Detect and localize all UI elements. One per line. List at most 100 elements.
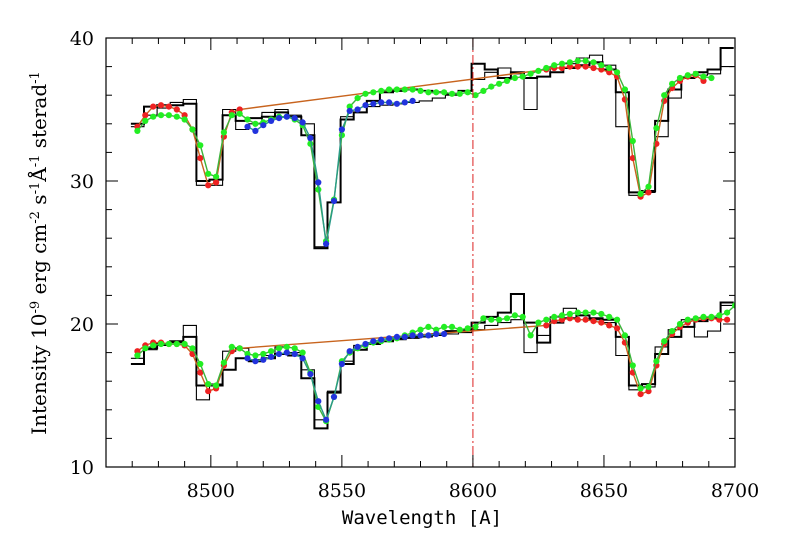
lower-blue-point (378, 336, 385, 343)
upper-green-point (354, 95, 361, 102)
lower-blue-point (425, 332, 432, 339)
upper-green-point (700, 73, 707, 80)
upper-green-point (456, 90, 463, 97)
upper-blue-point (409, 97, 416, 104)
upper-green-point (535, 67, 542, 74)
upper-green-point (441, 89, 448, 96)
lower-blue-point (299, 355, 306, 362)
upper-green-point (378, 87, 385, 94)
lower-green-point (205, 381, 212, 388)
lower-blue-point (441, 330, 448, 338)
lower-blue-point (268, 353, 275, 360)
lower-green-point (676, 320, 684, 328)
y-axis-title: Intensity 10-9 erg cm-2 s-1Å-1 sterad-1 (26, 71, 51, 435)
y-title-superscript: -2 (28, 211, 43, 224)
upper-red-point (574, 63, 581, 70)
lower-green-point (629, 362, 636, 369)
upper-green-point (393, 86, 400, 93)
lower-blue-point (346, 348, 353, 355)
lower-green-point (244, 350, 251, 358)
upper-red-point (582, 63, 589, 70)
lower-blue-point (291, 350, 298, 358)
lower-green-point (724, 309, 731, 316)
upper-blue-point (323, 240, 330, 247)
upper-blue-point (330, 197, 338, 205)
lower-green-point (488, 316, 495, 323)
upper-green-point (527, 70, 534, 77)
lower-blue-point (433, 330, 440, 338)
upper-red-point (598, 66, 605, 73)
lower-red-point (543, 322, 550, 329)
upper-green-point (197, 142, 204, 149)
lower-green-point (472, 323, 479, 330)
upper-green-point (189, 126, 196, 133)
upper-green-point (472, 92, 479, 99)
lower-green-point (260, 350, 267, 358)
lower-green-point (464, 325, 471, 332)
lower-green-point (142, 345, 149, 352)
upper-green-point (621, 86, 629, 93)
upper-red-point (590, 64, 597, 72)
x-tick-label: 8500 (187, 480, 235, 502)
upper-green-point (645, 183, 652, 190)
lower-red-point (606, 322, 613, 329)
lower-green-point (551, 313, 558, 320)
upper-green-point (503, 77, 511, 84)
lower-green-point (197, 360, 204, 368)
lower-green-point (645, 383, 652, 390)
lower-green-point (181, 340, 188, 348)
upper-green-point (134, 127, 141, 134)
lower-blue-point (323, 416, 330, 423)
upper-green-point (228, 112, 235, 119)
lower-blue-point (307, 371, 314, 378)
upper-step-thin (130, 54, 734, 248)
upper-green-point (433, 89, 440, 96)
upper-green-point (676, 74, 684, 82)
lower-green-point (425, 323, 432, 330)
lower-green-point (621, 332, 629, 339)
lower-green-point (543, 316, 550, 323)
lower-green-point (496, 316, 503, 323)
upper-blue-point (346, 107, 353, 114)
upper-red-point (205, 182, 212, 189)
lower-green-point (574, 309, 581, 316)
lower-step-thin (130, 304, 734, 421)
lower-blue-point (409, 332, 416, 339)
lower-green-point (535, 319, 542, 326)
upper-green-point (213, 173, 220, 180)
lower-green-point (228, 343, 235, 350)
upper-green-point (220, 129, 227, 136)
lower-green-point (134, 352, 141, 359)
upper-green-point (488, 83, 495, 90)
upper-green-point (409, 86, 416, 93)
upper-green-point (629, 137, 636, 145)
upper-blue-line (247, 100, 413, 245)
y-tick-label: 10 (70, 457, 94, 479)
upper-green-point (606, 64, 613, 72)
y-title-superscript: -1 (28, 71, 43, 84)
y-tick-label: 30 (70, 171, 94, 193)
lower-green-point (299, 349, 306, 356)
upper-blue-point (378, 99, 385, 106)
upper-green-point (205, 170, 212, 177)
upper-red-point (629, 155, 636, 162)
upper-green-point (464, 89, 471, 96)
lower-green-point (220, 359, 227, 366)
upper-green-point (252, 120, 259, 127)
y-title-part: erg cm (27, 224, 51, 301)
lower-blue-point (315, 398, 322, 405)
y-title-part: Å (26, 167, 51, 183)
lower-red-point (637, 391, 644, 398)
upper-blue-point (291, 115, 298, 122)
upper-green-point (574, 57, 581, 64)
upper-green-point (425, 89, 432, 96)
upper-green-point (370, 89, 377, 96)
lower-green-point (236, 345, 243, 352)
upper-green-point (669, 80, 676, 87)
lower-red-point (645, 388, 652, 395)
x-axis-title: Wavelength [A] (342, 507, 502, 529)
lower-red-point (598, 319, 605, 326)
upper-green-point (590, 59, 597, 66)
lower-blue-point (393, 333, 400, 340)
x-tick-label: 8600 (449, 480, 497, 502)
